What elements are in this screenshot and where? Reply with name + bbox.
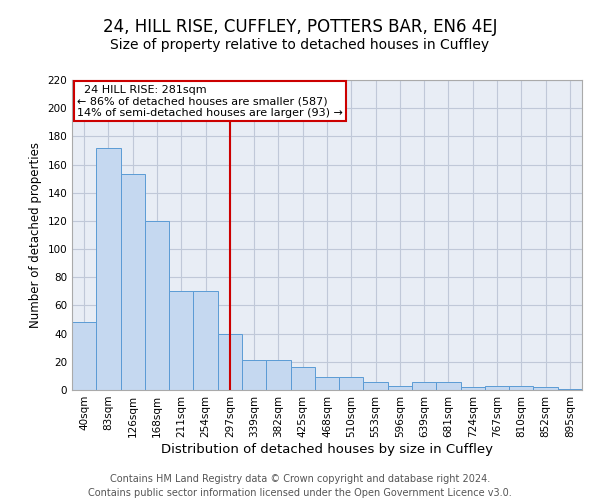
Bar	[242, 360, 266, 390]
Bar	[315, 378, 339, 390]
Bar	[509, 386, 533, 390]
Bar	[412, 382, 436, 390]
Text: Size of property relative to detached houses in Cuffley: Size of property relative to detached ho…	[110, 38, 490, 52]
Bar	[436, 382, 461, 390]
Text: 24, HILL RISE, CUFFLEY, POTTERS BAR, EN6 4EJ: 24, HILL RISE, CUFFLEY, POTTERS BAR, EN6…	[103, 18, 497, 36]
Bar	[169, 292, 193, 390]
Text: 24 HILL RISE: 281sqm
← 86% of detached houses are smaller (587)
14% of semi-deta: 24 HILL RISE: 281sqm ← 86% of detached h…	[77, 84, 343, 118]
Bar	[96, 148, 121, 390]
Bar	[339, 378, 364, 390]
Bar	[290, 368, 315, 390]
Text: Contains HM Land Registry data © Crown copyright and database right 2024.
Contai: Contains HM Land Registry data © Crown c…	[88, 474, 512, 498]
Bar	[121, 174, 145, 390]
Bar	[218, 334, 242, 390]
Bar	[533, 387, 558, 390]
X-axis label: Distribution of detached houses by size in Cuffley: Distribution of detached houses by size …	[161, 442, 493, 456]
Bar	[266, 360, 290, 390]
Y-axis label: Number of detached properties: Number of detached properties	[29, 142, 42, 328]
Bar	[388, 386, 412, 390]
Bar	[145, 221, 169, 390]
Bar	[558, 388, 582, 390]
Bar	[72, 322, 96, 390]
Bar	[364, 382, 388, 390]
Bar	[193, 292, 218, 390]
Bar	[461, 387, 485, 390]
Bar	[485, 386, 509, 390]
